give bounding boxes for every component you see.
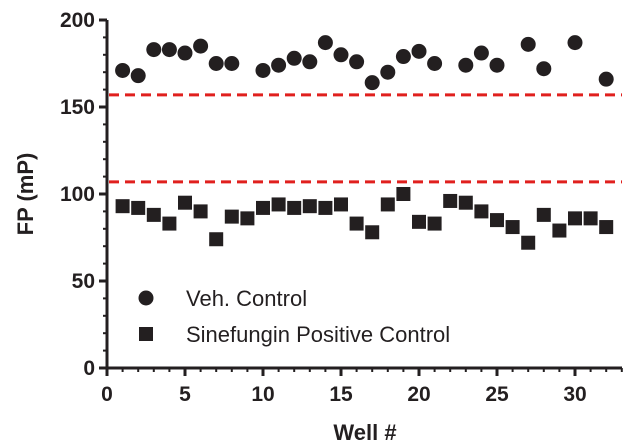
- y-tick-label: 200: [60, 9, 95, 32]
- sinefungin-point: [318, 200, 333, 215]
- sinefungin-point: [521, 235, 536, 250]
- veh-control-point: [380, 64, 396, 80]
- sinefungin-point: [427, 216, 442, 231]
- y-tick-label: 0: [83, 357, 95, 380]
- sinefungin-point: [240, 211, 255, 226]
- sinefungin-point: [131, 200, 146, 215]
- veh-control-point: [115, 62, 131, 78]
- sinefungin-point: [458, 195, 473, 210]
- veh-control-point: [536, 61, 552, 77]
- veh-control-point: [520, 36, 536, 52]
- veh-control-point: [130, 68, 146, 84]
- reference-lines: [109, 93, 622, 184]
- sinefungin-point: [115, 199, 130, 214]
- y-axis-title: FP (mP): [13, 153, 38, 236]
- veh-control-point: [411, 43, 427, 59]
- sinefungin-point: [443, 193, 458, 208]
- veh-control-point: [567, 35, 583, 51]
- legend-marker-circle-icon: [138, 290, 154, 306]
- sinefungin-point: [209, 232, 224, 247]
- sinefungin-point: [412, 214, 426, 229]
- sinefungin-point: [287, 200, 302, 215]
- sinefungin-point: [349, 216, 364, 231]
- veh-control-point: [427, 56, 443, 71]
- x-axis-title: Well #: [333, 420, 396, 444]
- y-tick-label: 50: [72, 270, 95, 293]
- veh-control-point: [271, 57, 287, 73]
- x-tick-label: 30: [563, 383, 586, 406]
- veh-control-point: [193, 38, 209, 54]
- sinefungin-point: [256, 200, 270, 215]
- veh-control-point: [317, 35, 333, 51]
- sinefungin-point: [583, 211, 598, 226]
- legend-label-veh-control: Veh. Control: [186, 286, 307, 311]
- x-tick-label: 15: [329, 383, 353, 406]
- legend-marker-square-icon: [139, 327, 153, 341]
- x-tick-label: 10: [251, 383, 274, 406]
- veh-control-point: [161, 42, 177, 58]
- veh-control-point: [286, 50, 302, 66]
- legend: Veh. Control Sinefungin Positive Control: [138, 286, 450, 347]
- sinefungin-point: [146, 207, 161, 222]
- veh-control-point: [458, 57, 474, 73]
- veh-control-point: [333, 47, 349, 63]
- veh-control-point: [146, 42, 162, 58]
- y-ticks: 0 50 100 150 200: [60, 9, 107, 380]
- y-tick-label: 150: [60, 96, 95, 119]
- sinefungin-point: [224, 209, 239, 224]
- y-tick-label: 100: [60, 183, 95, 206]
- x-tick-label: 20: [407, 383, 430, 406]
- sinefungin-point: [490, 213, 504, 228]
- legend-label-sinefungin-positive-control: Sinefungin Positive Control: [186, 322, 450, 347]
- sinefungin-point: [178, 195, 192, 210]
- veh-control-point: [395, 49, 411, 65]
- data-points: [115, 35, 614, 250]
- veh-control-point: [255, 62, 271, 78]
- sinefungin-point: [380, 197, 395, 212]
- sinefungin-point: [396, 187, 411, 201]
- sinefungin-point: [302, 199, 317, 214]
- sinefungin-point: [505, 220, 520, 235]
- veh-control-point: [208, 56, 224, 71]
- sinefungin-point: [193, 204, 208, 219]
- veh-control-point: [349, 54, 365, 70]
- veh-control-point: [473, 45, 489, 61]
- sinefungin-point: [474, 204, 489, 219]
- x-tick-label: 5: [179, 383, 191, 406]
- veh-control-point: [302, 54, 318, 70]
- sinefungin-point: [599, 220, 614, 235]
- sinefungin-point: [365, 225, 380, 240]
- sinefungin-point: [271, 197, 286, 212]
- x-ticks: 0 5 10 15 20 25 30: [101, 368, 623, 406]
- veh-control-point: [224, 56, 240, 71]
- x-tick-label: 25: [485, 383, 509, 406]
- x-tick-label: 0: [101, 383, 113, 406]
- veh-control-point: [489, 57, 505, 73]
- sinefungin-point: [536, 207, 551, 222]
- sinefungin-point: [162, 216, 177, 231]
- sinefungin-point: [552, 223, 567, 238]
- veh-control-point: [177, 45, 193, 61]
- veh-control-point: [364, 75, 380, 91]
- veh-control-point: [598, 71, 614, 87]
- sinefungin-point: [568, 211, 582, 226]
- sinefungin-point: [334, 197, 348, 212]
